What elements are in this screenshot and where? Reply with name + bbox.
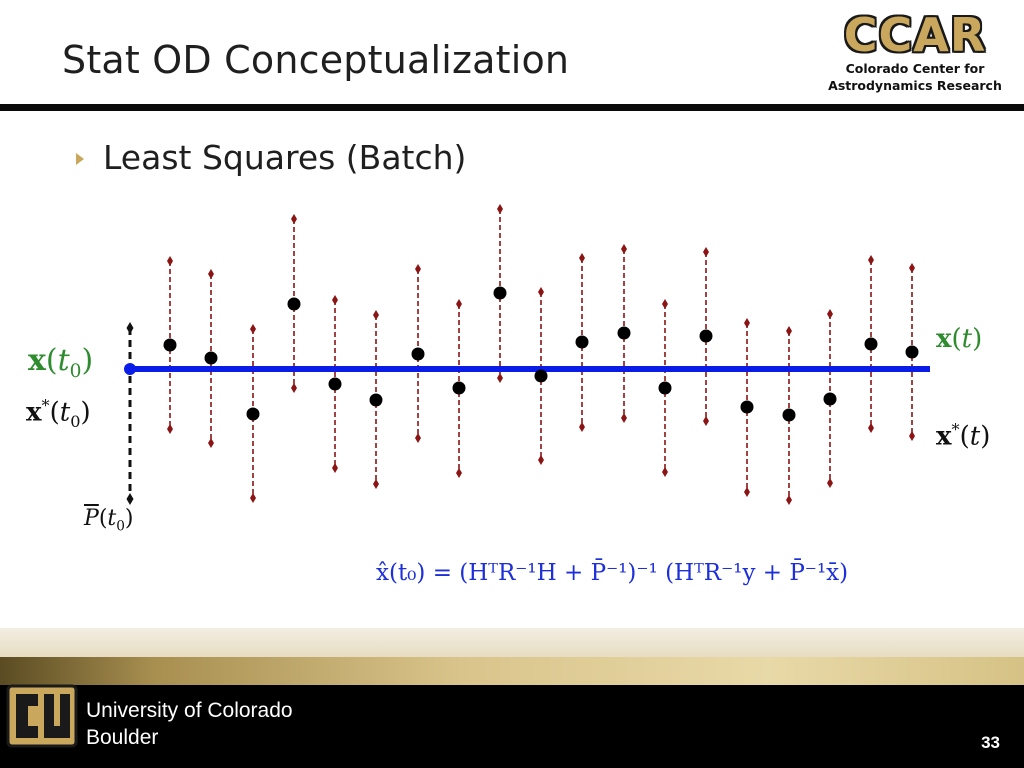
observation-point-4: [287, 297, 301, 311]
label-xstar-t: x*(t): [936, 420, 991, 452]
cu-logo-icon: [6, 684, 78, 748]
observation-point-17: [823, 392, 837, 406]
ccar-name-line2: Astrodynamics Research: [828, 78, 1002, 93]
observation-point-7: [411, 347, 425, 361]
observation-point-11: [575, 335, 589, 349]
least-squares-diagram: [124, 204, 930, 505]
university-name: University of Colorado Boulder: [86, 697, 293, 751]
observation-point-19: [905, 345, 919, 359]
bullet-text: Least Squares (Batch): [103, 138, 467, 177]
label-x-t: x(t): [936, 324, 983, 354]
observation-point-13: [658, 381, 672, 395]
university-line1: University of Colorado: [86, 699, 293, 722]
footer-black-band: [0, 685, 1024, 768]
observation-point-2: [204, 351, 218, 365]
page-number: 33: [981, 733, 1000, 752]
observation-point-16: [782, 408, 796, 422]
slide-title: Stat OD Conceptualization: [62, 38, 570, 82]
observation-point-18: [864, 337, 878, 351]
bullet-item: Least Squares (Batch): [76, 138, 466, 177]
ccar-logo: CCAR: [843, 8, 987, 62]
ccar-name-line1: Colorado Center for: [845, 61, 985, 76]
observation-point-8: [452, 381, 466, 395]
observation-point-5: [328, 377, 342, 391]
observation-point-10: [534, 369, 548, 383]
observation-point-6: [369, 393, 383, 407]
observation-point-14: [699, 329, 713, 343]
university-line2: Boulder: [86, 726, 159, 749]
label-x-t0: x(t0): [28, 343, 94, 382]
footer-gold-band: [0, 657, 1024, 685]
observation-point-9: [493, 286, 507, 300]
observation-point-15: [740, 400, 754, 414]
ccar-logo-block: CCAR Colorado Center for Astrodynamics R…: [826, 10, 1004, 94]
label-xstar-t0: x*(t0): [26, 396, 91, 431]
observation-point-1: [163, 338, 177, 352]
footer-light-band: [0, 628, 1024, 658]
bullet-arrow-icon: [76, 152, 84, 165]
batch-estimate-equation: x̂(t₀) = (HᵀR⁻¹H + P̄⁻¹)⁻¹ (HᵀR⁻¹y + P̄⁻…: [376, 560, 849, 586]
observation-point-12: [617, 326, 631, 340]
label-pbar-t0: P(t0): [84, 506, 134, 535]
title-divider: [0, 104, 1024, 111]
initial-state-dot: [124, 363, 136, 375]
observation-point-3: [246, 407, 260, 421]
